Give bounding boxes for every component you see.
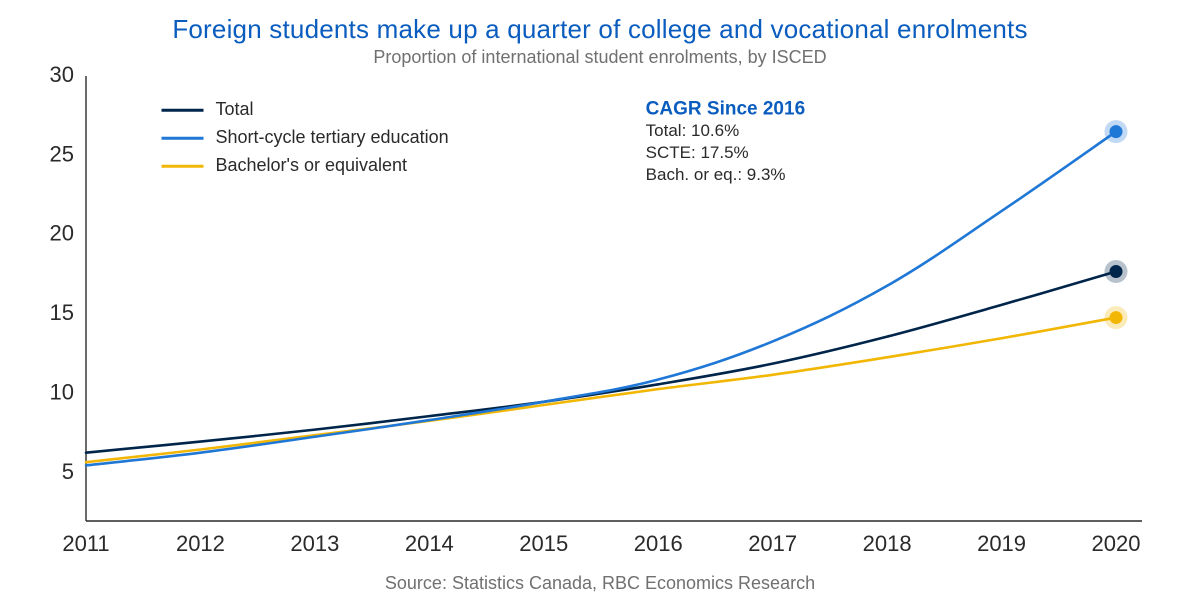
y-tick-label: 10 bbox=[50, 380, 74, 405]
y-tick-label: 30 bbox=[50, 62, 74, 87]
y-tick-label: 5 bbox=[62, 459, 74, 484]
annotation-line: Bach. or eq.: 9.3% bbox=[646, 165, 786, 184]
legend-label: Bachelor's or equivalent bbox=[216, 155, 408, 175]
x-tick-label: 2018 bbox=[863, 531, 912, 556]
x-tick-label: 2011 bbox=[62, 531, 109, 556]
annotation-header: CAGR Since 2016 bbox=[646, 98, 805, 119]
series-end-marker bbox=[1110, 125, 1123, 138]
legend-label: Total bbox=[216, 99, 254, 119]
chart-plot: 5 10 15 20 25 30 2011 2012 2013 2014 2015 2016 2017 2… bbox=[0, 0, 1200, 615]
series-line bbox=[86, 318, 1116, 463]
x-tick-label: 2016 bbox=[634, 531, 683, 556]
chart-source: Source: Statistics Canada, RBC Economics… bbox=[0, 573, 1200, 594]
y-tick-label: 25 bbox=[50, 141, 74, 166]
x-tick-label: 2013 bbox=[290, 531, 339, 556]
x-tick-label: 2015 bbox=[519, 531, 568, 556]
x-tick-label: 2020 bbox=[1092, 531, 1141, 556]
chart-container: Foreign students make up a quarter of co… bbox=[0, 0, 1200, 615]
x-tick-label: 2019 bbox=[977, 531, 1026, 556]
series-line bbox=[86, 132, 1116, 466]
y-tick-label: 20 bbox=[50, 221, 74, 246]
series-end-marker bbox=[1110, 265, 1123, 278]
annotation-line: SCTE: 17.5% bbox=[646, 143, 749, 162]
series-line bbox=[86, 271, 1116, 452]
annotation-line: Total: 10.6% bbox=[646, 121, 740, 140]
x-tick-label: 2012 bbox=[176, 531, 225, 556]
x-tick-label: 2014 bbox=[405, 531, 454, 556]
x-tick-label: 2017 bbox=[748, 531, 797, 556]
series-end-marker bbox=[1110, 311, 1123, 324]
legend-label: Short-cycle tertiary education bbox=[216, 127, 449, 147]
y-tick-label: 15 bbox=[50, 300, 74, 325]
